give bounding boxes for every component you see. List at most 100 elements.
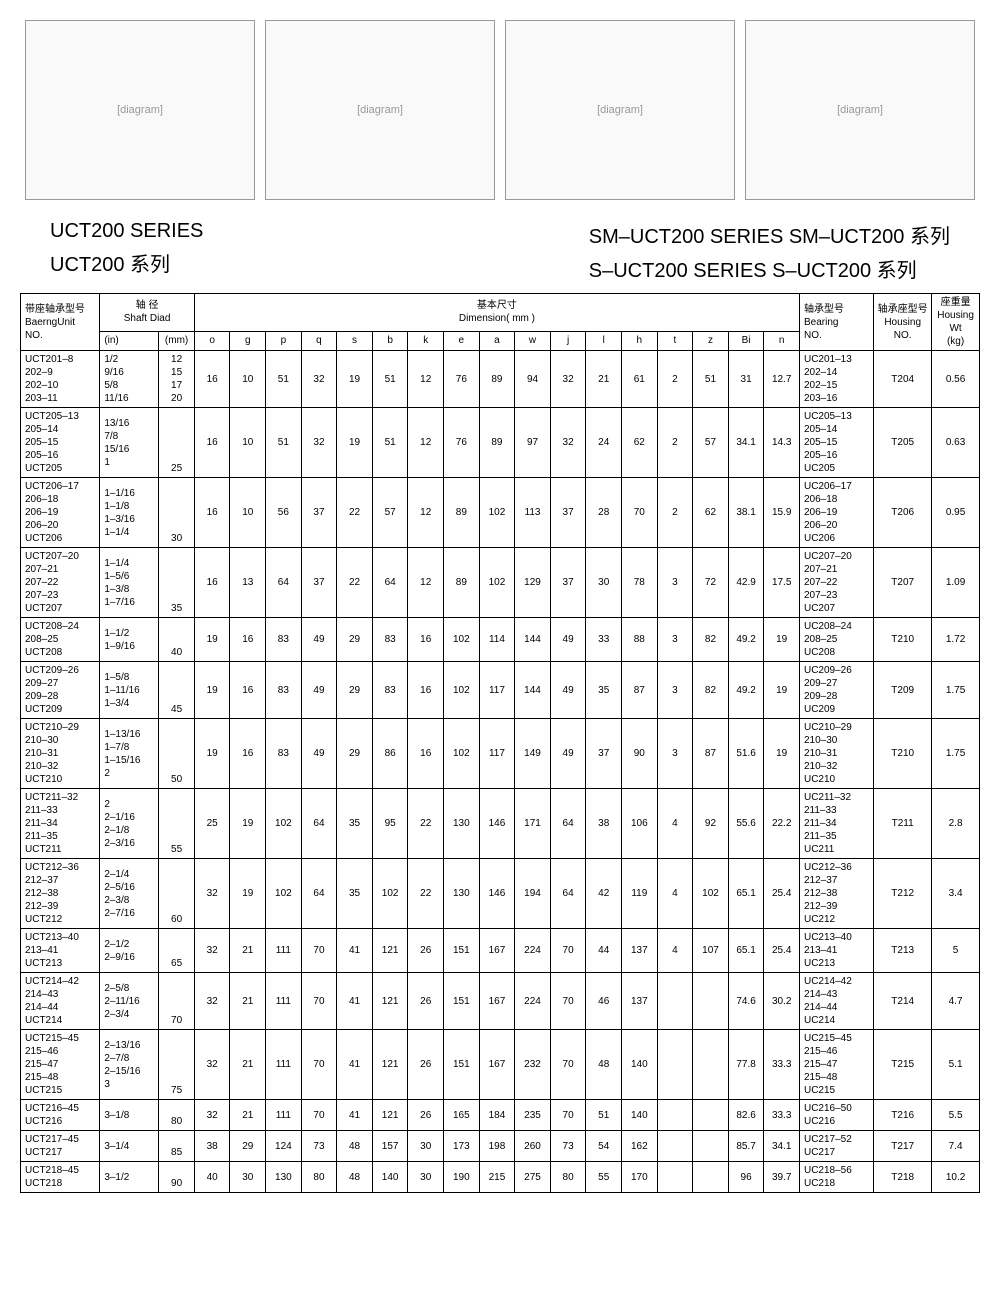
cell-dim: 37 <box>301 548 337 618</box>
cell-dim: 102 <box>693 859 729 929</box>
cell-dim: 42 <box>586 859 622 929</box>
cell-dim: 21 <box>230 1030 266 1100</box>
cell-dim: 162 <box>622 1131 658 1162</box>
cell-dim: 16 <box>230 662 266 719</box>
cell-dim: 26 <box>408 1030 444 1100</box>
cell-dim: 87 <box>693 719 729 789</box>
cell-dim: 49.2 <box>728 618 764 662</box>
cell-dim: 29 <box>337 618 373 662</box>
cell-dim: 10 <box>230 408 266 478</box>
cell-dim: 37 <box>301 478 337 548</box>
cell-dim: 171 <box>515 789 551 859</box>
cell-dim: 70 <box>301 973 337 1030</box>
cell-dim: 77.8 <box>728 1030 764 1100</box>
cell-dim: 49 <box>550 719 586 789</box>
cell-dim: 46 <box>586 973 622 1030</box>
cell-unit: UCT211–32 211–33 211–34 211–35UCT211 <box>21 789 100 859</box>
cell-housing: T218 <box>874 1162 932 1193</box>
cell-mm: 60 <box>159 859 195 929</box>
cell-housing: T216 <box>874 1100 932 1131</box>
th-in: (in) <box>100 331 159 350</box>
cell-mm: 50 <box>159 719 195 789</box>
th-mm: (mm) <box>159 331 195 350</box>
cell-dim: 96 <box>728 1162 764 1193</box>
cell-dim: 121 <box>372 973 408 1030</box>
cell-dim: 13 <box>230 548 266 618</box>
cell-dim: 56 <box>266 478 302 548</box>
cell-dim: 198 <box>479 1131 515 1162</box>
table-row: UCT218–45UCT2183–1/290403013080481403019… <box>21 1162 980 1193</box>
cell-mm: 25 <box>159 408 195 478</box>
cell-dim: 89 <box>444 478 480 548</box>
cell-dim: 70 <box>301 1100 337 1131</box>
th-o: o <box>194 331 230 350</box>
cell-dim: 30 <box>586 548 622 618</box>
cell-dim: 146 <box>479 859 515 929</box>
cell-dim: 61 <box>622 351 658 408</box>
cell-dim: 83 <box>266 662 302 719</box>
cell-dim: 149 <box>515 719 551 789</box>
cell-dim: 80 <box>301 1162 337 1193</box>
cell-wt: 5.1 <box>932 1030 980 1100</box>
diagram-3: [diagram] <box>505 20 735 200</box>
cell-dim: 32 <box>194 973 230 1030</box>
cell-dim: 102 <box>266 859 302 929</box>
cell-dim: 12 <box>408 351 444 408</box>
cell-dim: 224 <box>515 973 551 1030</box>
cell-housing: T213 <box>874 929 932 973</box>
cell-dim: 48 <box>586 1030 622 1100</box>
cell-dim: 25 <box>194 789 230 859</box>
cell-dim: 21 <box>230 929 266 973</box>
cell-mm: 80 <box>159 1100 195 1131</box>
cell-dim: 16 <box>408 662 444 719</box>
table-row: UCT213–40 213–41UCT2132–1/22–9/166532211… <box>21 929 980 973</box>
cell-dim: 121 <box>372 1030 408 1100</box>
cell-dim: 51 <box>372 351 408 408</box>
cell-wt: 1.72 <box>932 618 980 662</box>
cell-in: 1–13/161–7/81–15/162 <box>100 719 159 789</box>
cell-mm: 12151720 <box>159 351 195 408</box>
cell-bearing: UC207–20 207–21 207–22 207–23UC207 <box>799 548 873 618</box>
cell-in: 1–1/21–9/16 <box>100 618 159 662</box>
cell-dim: 72 <box>693 548 729 618</box>
cell-dim: 57 <box>372 478 408 548</box>
cell-dim: 26 <box>408 973 444 1030</box>
cell-dim: 184 <box>479 1100 515 1131</box>
cell-bearing: UC217–52UC217 <box>799 1131 873 1162</box>
cell-dim: 38 <box>194 1131 230 1162</box>
cell-dim: 102 <box>444 618 480 662</box>
cell-dim: 19 <box>337 408 373 478</box>
th-z: z <box>693 331 729 350</box>
cell-dim: 151 <box>444 1030 480 1100</box>
cell-dim: 32 <box>550 351 586 408</box>
cell-in: 1–1/161–1/81–3/161–1/4 <box>100 478 159 548</box>
table-row: UCT211–32 211–33 211–34 211–35UCT21122–1… <box>21 789 980 859</box>
cell-dim: 88 <box>622 618 658 662</box>
cell-housing: T211 <box>874 789 932 859</box>
table-row: UCT210–29 210–30 210–31 210–32UCT2101–13… <box>21 719 980 789</box>
cell-unit: UCT218–45UCT218 <box>21 1162 100 1193</box>
cell-dim: 35 <box>337 859 373 929</box>
cell-dim: 95 <box>372 789 408 859</box>
cell-dim: 151 <box>444 973 480 1030</box>
cell-housing: T217 <box>874 1131 932 1162</box>
cell-dim: 167 <box>479 929 515 973</box>
spec-table: 带座轴承型号BaerngUnitNO. 轴 径Shaft Diad 基本尺寸Di… <box>20 293 980 1193</box>
cell-dim: 140 <box>622 1100 658 1131</box>
cell-dim: 49 <box>550 662 586 719</box>
cell-dim: 32 <box>550 408 586 478</box>
cell-dim: 33.3 <box>764 1100 800 1131</box>
cell-dim: 22 <box>337 548 373 618</box>
cell-dim: 70 <box>622 478 658 548</box>
cell-dim: 83 <box>266 719 302 789</box>
cell-dim: 83 <box>372 662 408 719</box>
cell-dim: 121 <box>372 929 408 973</box>
cell-dim: 76 <box>444 408 480 478</box>
cell-bearing: UC215–45 215–46 215–47 215–48UC215 <box>799 1030 873 1100</box>
cell-wt: 7.4 <box>932 1131 980 1162</box>
cell-housing: T210 <box>874 719 932 789</box>
cell-dim: 62 <box>693 478 729 548</box>
cell-dim: 55.6 <box>728 789 764 859</box>
cell-mm: 75 <box>159 1030 195 1100</box>
cell-unit: UCT209–26 209–27 209–28UCT209 <box>21 662 100 719</box>
